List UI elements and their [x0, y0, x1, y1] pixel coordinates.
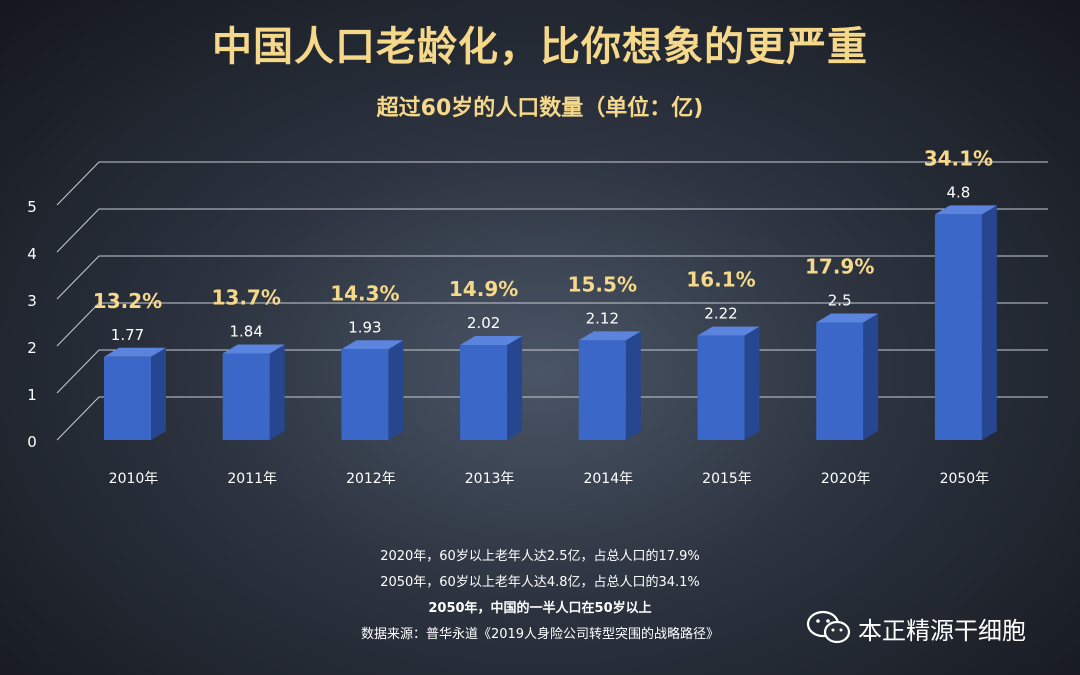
x-tick-label: 2020年	[821, 471, 871, 487]
bar-value-label: 4.8	[946, 183, 970, 201]
bar	[934, 214, 982, 440]
bar-value-label: 2.22	[704, 305, 737, 323]
bar-top	[934, 205, 997, 215]
bar-side	[625, 331, 641, 440]
bar	[697, 335, 745, 440]
bar-side	[744, 326, 760, 440]
y-tick-label: 2	[27, 339, 37, 357]
watermark-text: 本正精源干细胞	[858, 616, 1026, 645]
bar-percent-label: 16.1%	[686, 268, 755, 292]
y-tick-label: 4	[27, 245, 37, 263]
y-tick-label: 0	[27, 433, 37, 451]
bar-value-label: 1.84	[229, 323, 262, 341]
y-tick-label: 1	[27, 386, 37, 404]
bar	[578, 340, 626, 440]
bar-percent-label: 14.9%	[449, 277, 518, 301]
bar-percent-label: 13.2%	[93, 289, 162, 313]
watermark: 本正精源干细胞	[806, 608, 1026, 648]
bar-top	[697, 326, 760, 336]
chart-title: 中国人口老龄化，比你想象的更严重	[212, 24, 868, 70]
bar-top	[341, 340, 404, 350]
x-tick-label: 2013年	[465, 471, 515, 487]
bar-percent-label: 15.5%	[568, 272, 637, 296]
x-tick-label: 2012年	[346, 471, 396, 487]
bar	[816, 322, 864, 440]
gridline	[56, 349, 1048, 394]
gridline	[56, 161, 1048, 206]
bar-value-label: 2.02	[467, 314, 500, 332]
bar-side	[507, 336, 523, 440]
gridline	[56, 208, 1048, 253]
notes: 2020年，60岁以上老年人达2.5亿，占总人口的17.9% 2050年，60岁…	[0, 544, 1080, 648]
x-tick-label: 2015年	[702, 471, 752, 487]
bar-percent-label: 13.7%	[212, 286, 281, 310]
note-2050: 2050年，60岁以上老年人达4.8亿，占总人口的34.1%	[380, 575, 700, 590]
bar-value-label: 1.93	[348, 318, 381, 336]
x-tick-label: 2050年	[940, 471, 990, 487]
bar-percent-label: 14.3%	[330, 281, 399, 305]
bar-value-label: 2.12	[586, 309, 619, 327]
bar	[222, 353, 270, 440]
data-source: 数据来源：普华永道《2019人身险公司转型突围的战略路径》	[360, 627, 720, 642]
gridline	[56, 302, 1048, 347]
bar	[460, 345, 508, 440]
bar-side	[981, 205, 997, 440]
gridline	[56, 396, 1048, 441]
x-tick-label: 2010年	[109, 471, 159, 487]
bar-percent-label: 17.9%	[805, 255, 874, 279]
bar-chart: 0 1 2 3 4 5 1.77 13.2% 2010年 1.84 13.7% 2011年 1.93 14…	[27, 146, 1048, 487]
bar-side	[151, 347, 166, 440]
note-2020: 2020年，60岁以上老年人达2.5亿，占总人口的17.9%	[380, 549, 700, 564]
chart-subtitle: 超过60岁的人口数量（单位：亿)	[376, 96, 704, 121]
note-half-population: 2050年，中国的一半人口在50岁以上	[428, 601, 652, 616]
x-tick-label: 2011年	[227, 471, 277, 487]
bar	[104, 356, 151, 440]
bar-side	[269, 344, 285, 440]
y-tick-label: 3	[27, 292, 37, 310]
y-tick-label: 5	[27, 198, 37, 216]
bar-value-label: 1.77	[111, 326, 144, 344]
gridline	[56, 255, 1048, 300]
bar-top	[578, 331, 641, 341]
wechat-icon	[806, 610, 851, 644]
x-tick-label: 2014年	[583, 471, 633, 487]
bar-top	[104, 347, 166, 357]
bar-top	[816, 313, 879, 323]
bar-value-label: 2.5	[828, 292, 852, 310]
bar-side	[863, 313, 879, 440]
bar-top	[222, 344, 285, 354]
bar-top	[460, 336, 523, 346]
bar-side	[388, 340, 404, 440]
bar	[341, 349, 389, 440]
bar-percent-label: 34.1%	[924, 146, 993, 170]
